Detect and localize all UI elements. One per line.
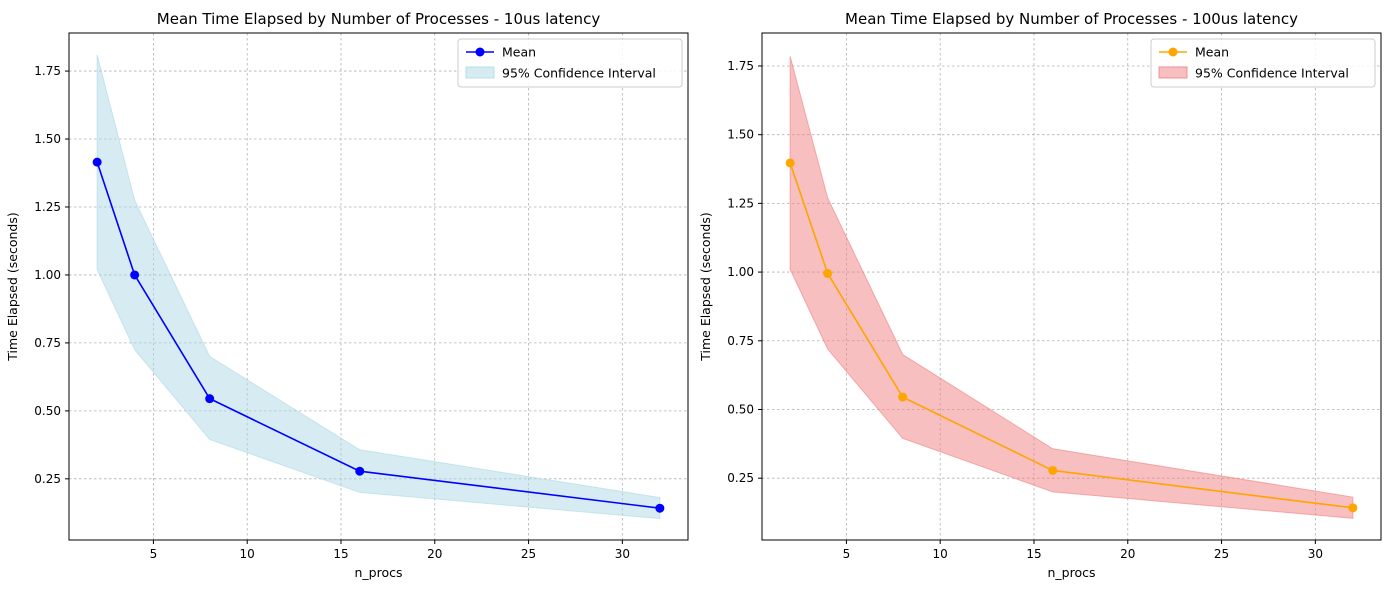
y-tick-label: 1.00 xyxy=(34,268,61,282)
x-tick-label: 30 xyxy=(1308,547,1323,561)
x-tick-label: 15 xyxy=(1026,547,1041,561)
data-point xyxy=(92,157,102,167)
legend-label-mean: Mean xyxy=(1195,45,1229,60)
y-axis-label: Time Elapsed (seconds) xyxy=(5,212,20,362)
x-tick-label: 30 xyxy=(615,547,630,561)
axes-frame xyxy=(68,32,689,541)
legend-marker-swatch xyxy=(1168,47,1178,57)
y-tick-label: 0.75 xyxy=(34,336,61,350)
data-point xyxy=(655,503,665,513)
y-tick-label: 0.50 xyxy=(727,402,754,416)
y-tick-label: 1.75 xyxy=(727,59,754,73)
x-tick-label: 10 xyxy=(240,547,255,561)
data-point xyxy=(898,392,908,402)
y-tick-label: 1.50 xyxy=(727,128,754,142)
y-tick-label: 1.25 xyxy=(34,200,61,214)
axes-frame xyxy=(761,32,1382,541)
x-tick-label: 25 xyxy=(521,547,536,561)
legend-box xyxy=(457,38,683,88)
confidence-band xyxy=(96,54,661,520)
legend-label-mean: Mean xyxy=(502,45,536,60)
data-point xyxy=(1348,503,1358,513)
y-tick-label: 0.25 xyxy=(34,472,61,486)
data-point xyxy=(1048,465,1058,475)
confidence-band xyxy=(789,56,1354,519)
y-tick-label: 1.25 xyxy=(727,196,754,210)
y-tick-label: 0.25 xyxy=(727,471,754,485)
legend-marker-swatch xyxy=(475,47,485,57)
x-tick-label: 5 xyxy=(150,547,158,561)
chart-panel-100us: 5 10 15 20 25 30 0.25 0.50 0.75 1.00 1.25 1.50 1.75 M… xyxy=(698,10,1382,580)
legend-box xyxy=(1150,38,1376,88)
x-tick-label: 25 xyxy=(1214,547,1229,561)
x-tick-label: 10 xyxy=(933,547,948,561)
legend: Mean 95% Confidence Interval xyxy=(1150,38,1376,88)
x-tick-label: 15 xyxy=(333,547,348,561)
data-point xyxy=(785,158,795,168)
y-tick-label: 0.75 xyxy=(727,334,754,348)
legend-band-swatch xyxy=(465,66,495,79)
legend: Mean 95% Confidence Interval xyxy=(457,38,683,88)
x-tick-label: 5 xyxy=(843,547,851,561)
data-point xyxy=(130,270,140,280)
y-tick-label: 1.75 xyxy=(34,64,61,78)
y-tick-label: 1.50 xyxy=(34,132,61,146)
chart-panel-10us: 5 10 15 20 25 30 0.25 0.50 0.75 1.00 1.25 1.50 1.75 M… xyxy=(5,10,689,580)
data-point xyxy=(823,268,833,278)
x-axis-label: n_procs xyxy=(354,565,402,580)
y-tick-label: 0.50 xyxy=(34,404,61,418)
y-axis-label: Time Elapsed (seconds) xyxy=(698,212,713,362)
x-tick-label: 20 xyxy=(427,547,442,561)
data-point xyxy=(355,466,365,476)
data-point xyxy=(205,394,215,404)
chart-title: Mean Time Elapsed by Number of Processes… xyxy=(157,10,601,28)
x-tick-label: 20 xyxy=(1120,547,1135,561)
legend-label-ci: 95% Confidence Interval xyxy=(502,66,656,81)
y-tick-label: 1.00 xyxy=(727,265,754,279)
legend-label-ci: 95% Confidence Interval xyxy=(1195,66,1349,81)
legend-band-swatch xyxy=(1158,66,1188,79)
chart-title: Mean Time Elapsed by Number of Processes… xyxy=(845,10,1298,28)
x-axis-label: n_procs xyxy=(1047,565,1095,580)
